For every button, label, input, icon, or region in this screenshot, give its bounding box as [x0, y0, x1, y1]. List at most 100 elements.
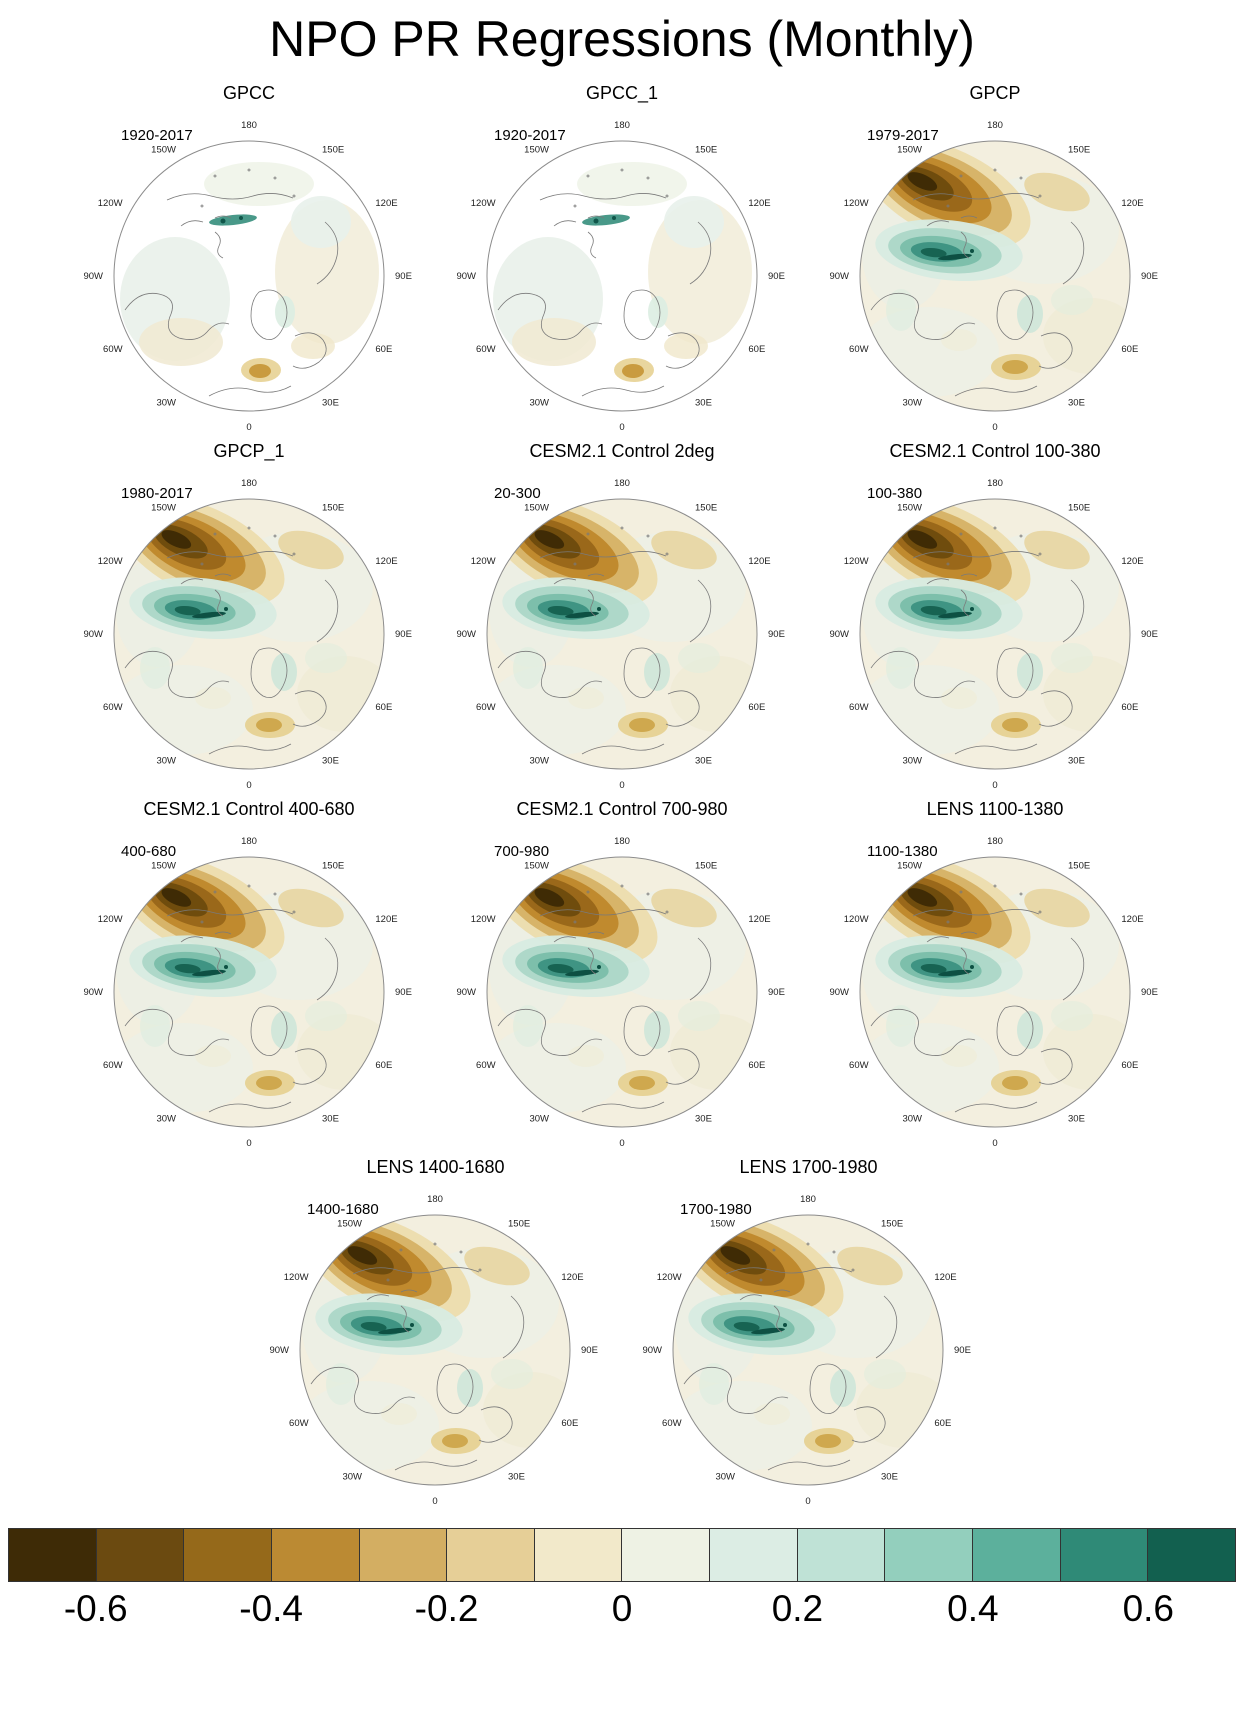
lon-label: 90W	[83, 987, 103, 998]
colorbar-tick-label: 0.6	[1122, 1588, 1174, 1629]
lon-label: 30E	[881, 1471, 898, 1482]
map-panel: CESM2.1 Control 700-980 700-980 180 150W 1…	[436, 798, 809, 1150]
lon-label: 120E	[1121, 198, 1143, 209]
lon-label: 30W	[529, 397, 549, 408]
lon-label: 180	[987, 120, 1003, 131]
colorbar-segment	[797, 1529, 886, 1581]
panel-title: CESM2.1 Control 400-680	[143, 799, 355, 819]
map-outline	[859, 856, 1130, 1128]
lon-label: 30E	[1068, 397, 1085, 408]
lon-label: 30W	[156, 397, 176, 408]
lon-label: 90E	[1141, 629, 1158, 640]
colorbar-segment	[1148, 1529, 1235, 1581]
lon-label: 30W	[902, 755, 922, 766]
lon-label: 120E	[375, 914, 397, 925]
lon-label: 120W	[470, 198, 495, 209]
lon-label: 150W	[897, 503, 922, 514]
lon-label: 90E	[395, 629, 412, 640]
lon-label: 120W	[97, 556, 122, 567]
map-panel: GPCC_1 1920-2017 180 150W 150E 120W 120E 90W 9…	[436, 82, 809, 434]
lon-label: 120E	[1121, 556, 1143, 567]
colorbar-segment	[359, 1529, 448, 1581]
lon-label: 60E	[1121, 344, 1138, 355]
lon-label: 120W	[284, 1272, 309, 1283]
lon-label: 90W	[456, 629, 476, 640]
panel-title: GPCP	[969, 83, 1021, 103]
period-label: 1400-1680	[307, 1201, 379, 1218]
map-disc	[486, 141, 757, 411]
positive-anomaly	[501, 935, 650, 998]
coastlines	[870, 884, 1084, 1113]
lon-label: 60W	[476, 1060, 496, 1071]
map-panel: CESM2.1 Control 400-680 400-680 180 150W 1…	[63, 798, 436, 1150]
lon-label: 60W	[476, 702, 496, 713]
lon-label: 60E	[375, 344, 392, 355]
coastlines	[870, 526, 1084, 755]
lon-label: 60E	[748, 702, 765, 713]
map-disc	[113, 141, 384, 411]
lon-label: 150E	[695, 503, 717, 514]
map: 700-980 180 150W 150E 120W 120E 90W 90E 60W 60E 3…	[456, 836, 784, 1149]
lon-label: 30E	[1068, 755, 1085, 766]
lon-label: 120W	[97, 198, 122, 209]
map-panel: GPCP_1 1980-2017 180 150W 150E 120W 120E 90W 9…	[63, 440, 436, 792]
panel-title: GPCP_1	[213, 441, 285, 461]
map-disc	[486, 499, 757, 769]
lon-label: 120E	[934, 1272, 956, 1283]
lon-label: 30E	[695, 1113, 712, 1124]
lon-label: 0	[619, 1138, 624, 1149]
lon-label: 30W	[902, 1113, 922, 1124]
lon-label: 0	[246, 422, 251, 433]
lon-label: 90W	[829, 629, 849, 640]
colorbar-segment	[447, 1529, 535, 1581]
lon-label: 120W	[657, 1272, 682, 1283]
lon-label: 0	[432, 1496, 437, 1507]
lon-label: 60E	[1121, 702, 1138, 713]
lon-label: 180	[241, 120, 257, 131]
lon-label: 150W	[524, 145, 549, 156]
colorbar-segment	[9, 1529, 97, 1581]
lon-label: 60W	[289, 1418, 309, 1429]
colorbar-tick-label: 0.2	[771, 1588, 824, 1629]
lon-label: 60W	[103, 1060, 123, 1071]
map-outline	[113, 140, 384, 412]
lon-label: 90E	[1141, 271, 1158, 282]
panels-grid: GPCC 1920-2017 180 150W 150E 120W 120E 90W 90E…	[52, 82, 1192, 1514]
period-label: 700-980	[494, 843, 549, 860]
panel-title: GPCC_1	[585, 83, 659, 103]
map-outline	[299, 1214, 571, 1486]
lon-label: 30W	[902, 397, 922, 408]
coastlines	[497, 526, 711, 755]
lon-label: 150E	[695, 145, 717, 156]
period-label: 1920-2017	[121, 127, 193, 144]
lon-label: 0	[246, 780, 251, 791]
colorbar-tick-labels: -0.6 -0.4 -0.2 0 0.2 0.4 0.6	[8, 1582, 1236, 1638]
panel-title: LENS 1100-1380	[926, 799, 1064, 819]
period-label: 20-300	[494, 485, 541, 502]
lon-label: 150W	[710, 1219, 735, 1230]
panel-title: CESM2.1 Control 2deg	[529, 441, 715, 461]
panel-title: CESM2.1 Control 700-980	[516, 799, 728, 819]
positive-anomaly	[688, 1293, 836, 1356]
lon-label: 120W	[470, 914, 495, 925]
colorbar-segment	[96, 1529, 185, 1581]
lon-label: 90E	[768, 271, 785, 282]
lon-label: 120E	[748, 198, 770, 209]
map: 1700-1980 180 150W 150E 120W 120E 90W 90E 60W 60…	[642, 1194, 970, 1507]
colorbar-segment	[534, 1529, 623, 1581]
coastlines	[497, 168, 711, 397]
lon-label: 60E	[375, 702, 392, 713]
lon-label: 120E	[561, 1272, 583, 1283]
lon-label: 90E	[581, 1345, 598, 1356]
lon-label: 180	[614, 478, 630, 489]
panel-title: CESM2.1 Control 100-380	[889, 441, 1101, 461]
lon-label: 90W	[642, 1345, 662, 1356]
map-panel: GPCC 1920-2017 180 150W 150E 120W 120E 90W 90E…	[63, 82, 436, 434]
lon-label: 60W	[103, 344, 123, 355]
map: 100-380 180 150W 150E 120W 120E 90W 90E 60W 60E 3…	[829, 478, 1158, 791]
colorbar-tick-label: -0.2	[414, 1588, 479, 1629]
map: 1920-2017 180 150W 150E 120W 120E 90W 90E 60W 60…	[456, 120, 785, 433]
period-label: 400-680	[121, 843, 176, 860]
colorbar-tick-label: 0.4	[947, 1588, 999, 1629]
lon-label: 120W	[97, 914, 122, 925]
